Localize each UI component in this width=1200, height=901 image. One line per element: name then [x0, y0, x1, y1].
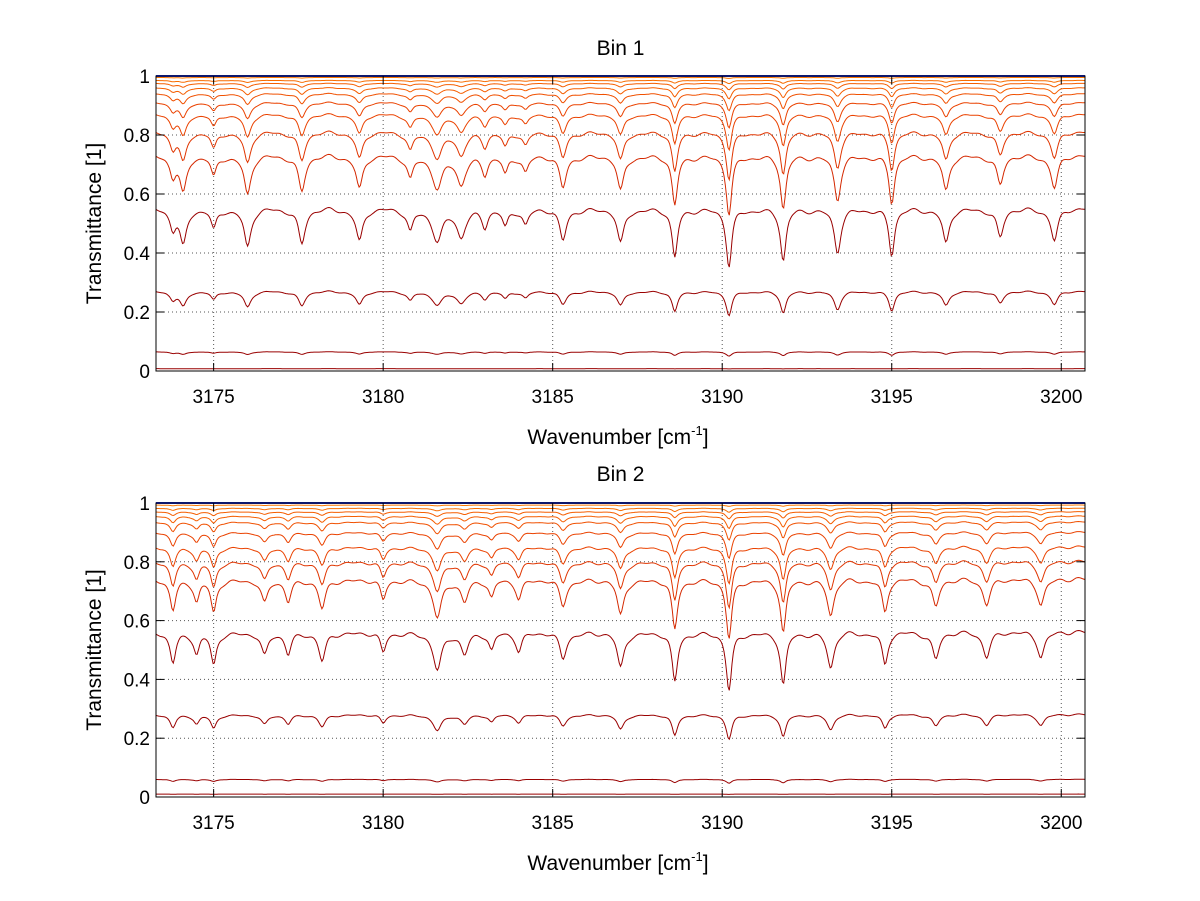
bin-1-series-level-12 — [155, 290, 1085, 317]
bin-1-x-tick-label-5: 3200 — [1040, 387, 1082, 408]
bin-2-y-tick-label-0: 0 — [139, 788, 150, 809]
bin-2-series-level-7 — [155, 531, 1086, 560]
bin-1-series-level-3 — [156, 79, 1085, 85]
bin-1-series-level-10 — [155, 153, 1085, 216]
bin-2-y-axis-label: Transmittance [1] — [83, 569, 106, 730]
bin-1-x-tick-label-4: 3195 — [871, 387, 913, 408]
bin-2-x-tick-label-3: 3190 — [701, 813, 743, 834]
bin-2-series-level-5 — [155, 515, 1086, 530]
bin-2-x-tick-label-5: 3200 — [1040, 813, 1082, 834]
bin-1-series-level-8 — [155, 113, 1085, 152]
bin-1-y-tick-label-0: 0 — [139, 362, 150, 383]
bin-1-axes — [155, 75, 1086, 372]
bin-2-y-tick-label-3: 0.6 — [124, 612, 150, 633]
bin-2-axes — [155, 502, 1086, 798]
bin-2-series-level-12 — [155, 713, 1086, 741]
bin-1-series-level-11 — [155, 206, 1085, 268]
bin-2-x-tick-label-2: 3185 — [532, 813, 574, 834]
bin-2-x-tick-label-4: 3195 — [871, 813, 913, 834]
bin-1-series-level-4 — [155, 82, 1085, 91]
bin-1-series-level-7 — [155, 101, 1085, 129]
bin-1-y-ticks: 0 0.2 0.4 0.6 0.8 1 — [124, 67, 1085, 383]
bin-1-axes-box — [155, 75, 1086, 372]
bin-2-series-level-9 — [155, 559, 1086, 610]
bin-1-y-tick-label-3: 0.6 — [124, 185, 150, 206]
bin-2-x-ticks: 3175 3180 3185 3190 3195 3200 — [192, 503, 1082, 834]
bin-2-series-level-4 — [155, 511, 1085, 520]
bin-2-y-ticks: 0 0.2 0.4 0.6 0.8 1 — [124, 494, 1085, 809]
bin-2-series-level-6 — [155, 520, 1086, 541]
bin-1-series-level-2 — [156, 77, 1085, 79]
bin-1-y-tick-label-5: 1 — [139, 67, 150, 88]
bin-1-y-axis-label: Transmittance [1] — [83, 143, 106, 304]
bin-2-y-tick-label-4: 0.8 — [124, 553, 150, 574]
bin-1-title: Bin 1 — [597, 37, 645, 60]
bin-1-series-level-13 — [156, 351, 1085, 357]
bin-2-x-tick-label-0: 3175 — [192, 813, 234, 834]
bin-1-x-ticks: 3175 3180 3185 3190 3195 3200 — [192, 76, 1082, 408]
bin-2-series-level-13 — [156, 778, 1086, 784]
bin-2-x-axis-label: Wavenumber [cm-1] — [527, 849, 708, 875]
bin-2-series-level-10 — [155, 576, 1086, 639]
bin-1-x-tick-label-1: 3180 — [362, 387, 404, 408]
bin-1-series-level-9 — [155, 130, 1085, 182]
bin-2-plot: Bin 2 3175 3180 3185 3190 3195 3200 0 0.2 0.4 0.… — [83, 463, 1086, 875]
bin-1-x-axis-label: Wavenumber [cm-1] — [527, 423, 708, 449]
bin-2-x-tick-label-1: 3180 — [362, 813, 404, 834]
bin-1-series-level-5 — [155, 87, 1085, 100]
bin-2-axes-box — [155, 502, 1086, 798]
bin-2-series-level-3 — [155, 507, 1085, 513]
bin-1-y-tick-label-1: 0.2 — [124, 303, 150, 324]
bin-2-y-tick-label-5: 1 — [139, 494, 150, 515]
bin-2-series-level-8 — [155, 545, 1086, 586]
bin-1-x-tick-label-0: 3175 — [192, 387, 234, 408]
bin-1-series-level-6 — [155, 92, 1085, 112]
bin-1-x-tick-label-2: 3185 — [532, 387, 574, 408]
bin-2-series-level-11 — [155, 629, 1086, 691]
bin-2-y-tick-label-1: 0.2 — [124, 729, 150, 750]
bin-1-y-tick-label-4: 0.8 — [124, 126, 150, 147]
bin-2-series-level-2 — [156, 504, 1085, 507]
bin-2-title: Bin 2 — [597, 463, 645, 486]
bin-1-y-tick-label-2: 0.4 — [124, 244, 151, 265]
bin-1-x-tick-label-3: 3190 — [701, 387, 743, 408]
bin-2-y-tick-label-2: 0.4 — [124, 670, 151, 691]
bin-1-plot: Bin 1 3175 3180 3185 3190 3195 3200 0 0.2 0.4 0.… — [83, 37, 1086, 449]
